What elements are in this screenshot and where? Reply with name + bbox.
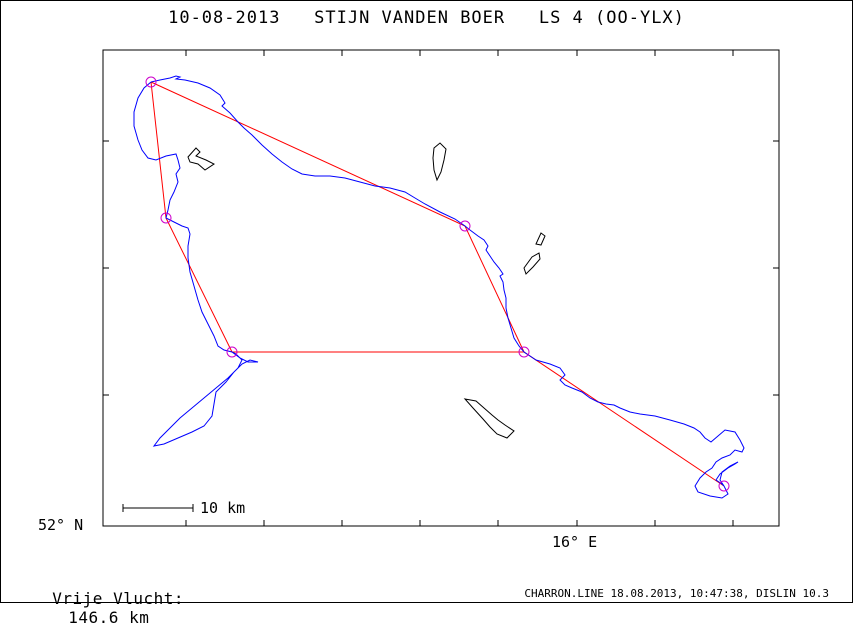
longitude-label: 16° E [552, 533, 598, 551]
axis-ticks [103, 50, 779, 526]
map-canvas [102, 49, 780, 527]
lake-2 [432, 142, 447, 182]
lake-1 [187, 147, 215, 171]
turnpoint-4 [718, 480, 730, 492]
footer-text: CHARRON.LINE 18.08.2013, 10:47:38, DISLI… [524, 587, 829, 600]
lake-5 [463, 398, 515, 439]
map-title: 10-08-2013 STIJN VANDEN BOER LS 4 (OO-YL… [168, 8, 685, 28]
turnpoint-6 [160, 212, 172, 224]
flight-distance-label: Vrije Vlucht: [52, 589, 184, 608]
turnpoint-3 [518, 346, 530, 358]
lake-3 [535, 232, 546, 246]
flight-distance-value: 146.6 km [68, 608, 150, 627]
gps-track [150, 75, 745, 499]
scale-bar [122, 504, 194, 512]
scale-bar-label: 10 km [200, 499, 246, 517]
lake-outlines [187, 142, 546, 439]
latitude-label: 52° N [38, 516, 84, 534]
turnpoint-5 [226, 346, 238, 358]
task-line [150, 81, 725, 487]
turnpoint-2 [459, 220, 471, 232]
turnpoint-1 [145, 76, 157, 88]
lake-4 [523, 252, 541, 275]
turnpoints [145, 76, 730, 492]
map-axis-box [102, 49, 780, 527]
gps-track-west [133, 81, 259, 447]
flight-distance: Vrije Vlucht: 146.6 km [32, 570, 184, 627]
